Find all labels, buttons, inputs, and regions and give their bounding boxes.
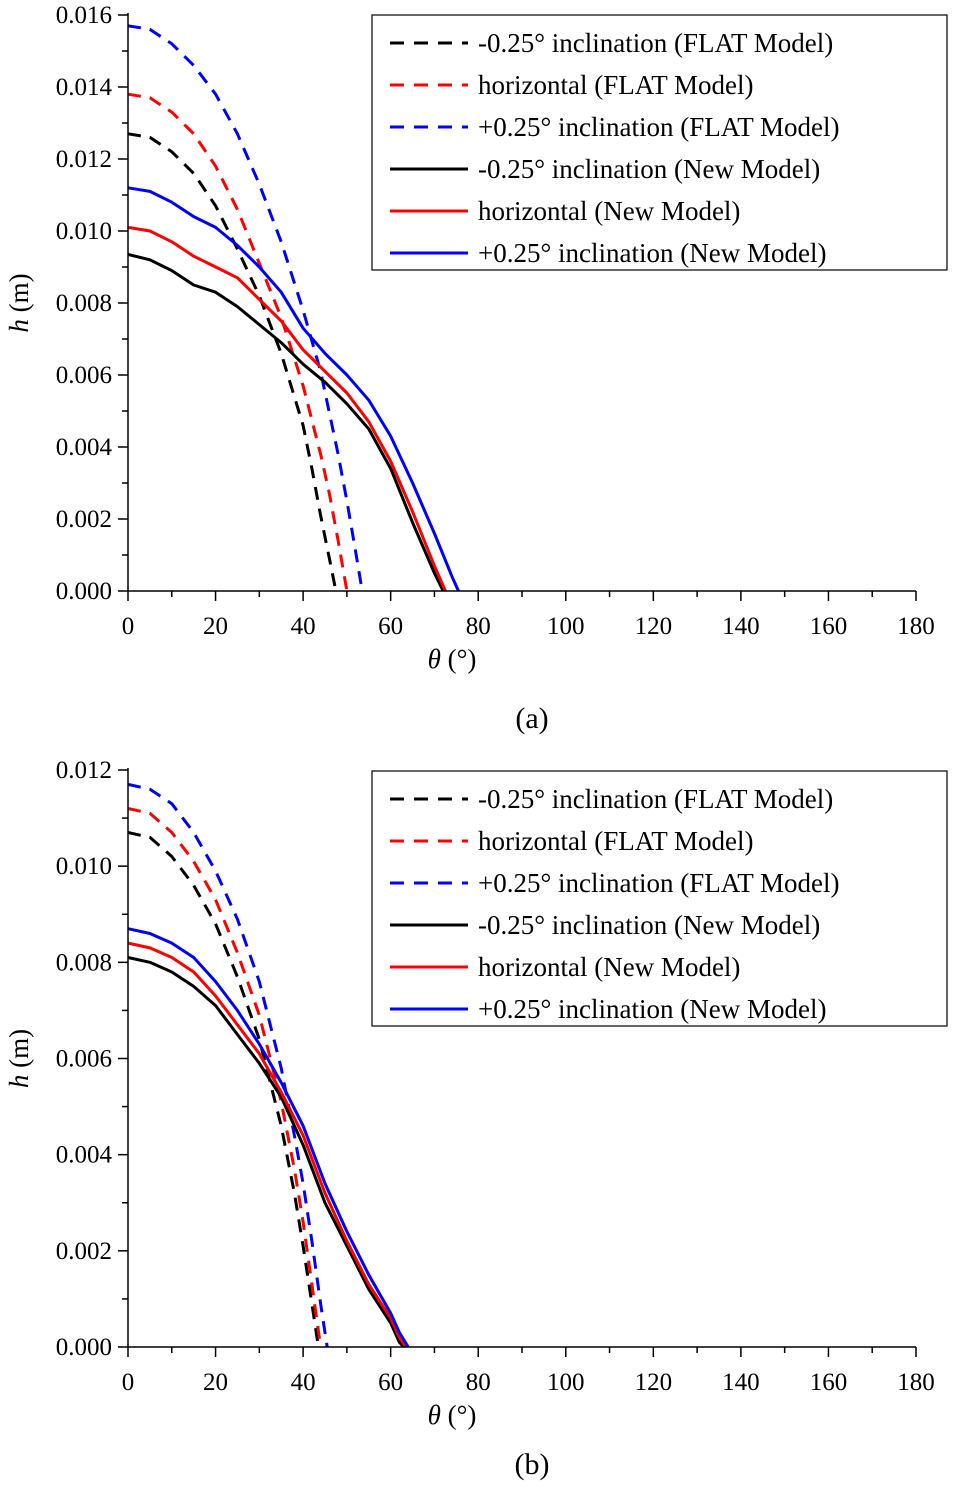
x-tick-label: 140 [722,1369,760,1396]
x-tick-label: 80 [466,1369,491,1396]
y-tick-label: 0.010 [56,853,112,880]
y-tick-label: 0.000 [56,578,112,605]
y-tick-label: 0.014 [56,74,113,101]
x-tick-label: 60 [378,1369,403,1396]
legend-label: +0.25° inclination (FLAT Model) [478,112,840,142]
x-tick-label: 160 [810,613,848,640]
x-tick-label: 0 [122,1369,135,1396]
x-tick-label: 100 [547,1369,585,1396]
chart-panel-b: 0 20 40 60 80 100 120 140 160 180 0.000 0.002 0.004 0… [4,757,948,1481]
x-tick-label: 40 [291,1369,316,1396]
x-tick-label: 20 [203,613,228,640]
legend-label: horizontal (FLAT Model) [478,826,753,856]
series-line-5 [127,941,408,1348]
y-tick-label: 0.004 [56,434,113,461]
y-tick-label: 0.016 [56,2,112,29]
legend-label: horizontal (New Model) [478,196,740,226]
y-tick-label: 0.004 [56,1142,113,1169]
series-line-4 [127,956,405,1349]
x-tick-label: 180 [897,1369,935,1396]
x-tick-label: 180 [897,613,935,640]
legend-box [371,14,948,271]
y-axis-label: h (m) [4,1029,34,1088]
x-tick-label: 60 [378,613,403,640]
x-tick-label: 100 [547,613,585,640]
legend-label: -0.25° inclination (New Model) [478,154,820,184]
legend-label: horizontal (FLAT Model) [478,70,753,100]
y-tick-label: 0.010 [56,218,112,245]
x-tick-label: 40 [291,613,316,640]
legend-label: horizontal (New Model) [478,952,740,982]
x-tick-label: 120 [635,1369,673,1396]
series-line-6 [127,186,460,592]
series-line-1 [127,132,338,592]
x-tick-label: 20 [203,1369,228,1396]
x-axis-label: θ (°) [428,644,477,674]
series-line-1 [127,831,320,1348]
series-line-3 [127,24,364,592]
legend-label: +0.25° inclination (New Model) [478,238,826,268]
x-tick-label: 120 [635,613,673,640]
y-tick-label: 0.002 [56,506,112,533]
series-line-2 [127,92,349,592]
series-line-4 [127,252,445,592]
x-axis-label: θ (°) [428,1400,477,1430]
series-line-3 [127,782,329,1348]
legend-label: -0.25° inclination (FLAT Model) [478,784,833,814]
x-tick-label: 140 [722,613,760,640]
series-line-5 [127,225,447,592]
series-line-6 [127,927,410,1348]
chart-panel-a: 0 20 40 60 80 100 120 140 160 180 0.000 0.002 0.004 0… [4,2,948,735]
y-tick-label: 0.012 [56,146,112,173]
x-tick-label: 0 [122,613,135,640]
legend-label: +0.25° inclination (New Model) [478,994,826,1024]
y-tick-label: 0.002 [56,1238,112,1265]
legend-box [371,770,948,1027]
y-tick-label: 0.006 [56,362,112,389]
y-tick-label: 0.012 [56,757,112,784]
y-tick-label: 0.008 [56,290,112,317]
x-tick-label: 160 [810,1369,848,1396]
x-tick-label: 80 [466,613,491,640]
y-tick-label: 0.000 [56,1334,112,1361]
y-axis-label: h (m) [4,273,34,332]
y-tick-label: 0.008 [56,949,112,976]
y-tick-label: 0.006 [56,1046,112,1073]
legend-label: +0.25° inclination (FLAT Model) [478,868,840,898]
panel-caption: (a) [515,702,548,735]
series-line-2 [127,807,323,1348]
panel-caption: (b) [515,1448,550,1481]
legend-label: -0.25° inclination (New Model) [478,910,820,940]
legend-label: -0.25° inclination (FLAT Model) [478,28,833,58]
